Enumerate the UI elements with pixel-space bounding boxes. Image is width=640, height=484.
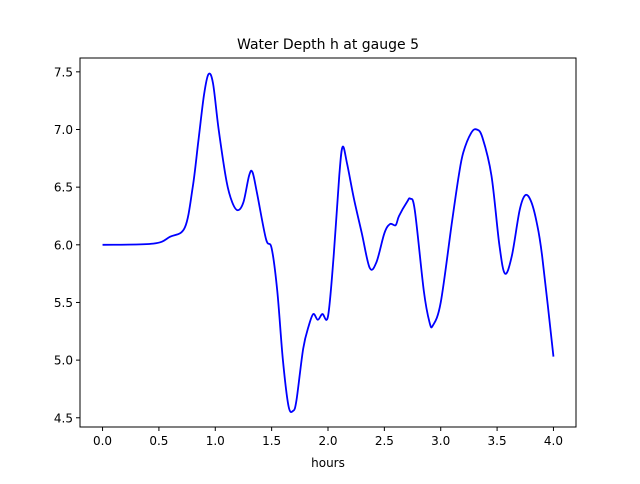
x-tick-label: 1.0 [206, 434, 225, 448]
x-tick-label: 0.0 [93, 434, 112, 448]
y-tick-label: 4.5 [54, 411, 73, 425]
x-tick-label: 2.5 [375, 434, 394, 448]
axes-frame [79, 57, 577, 428]
x-tick-label: 3.0 [431, 434, 450, 448]
x-tick-label: 3.5 [488, 434, 507, 448]
x-tick-label: 4.0 [544, 434, 563, 448]
y-tick-label: 7.5 [54, 65, 73, 79]
x-tick-label: 0.5 [149, 434, 168, 448]
y-tick-label: 6.5 [54, 181, 73, 195]
series-line-h [102, 72, 555, 413]
y-tick-label: 5.5 [54, 296, 73, 310]
x-tick-label: 2.0 [318, 434, 337, 448]
y-tick-label: 6.0 [54, 238, 73, 252]
x-tick-label: 1.5 [262, 434, 281, 448]
x-axis-label: hours [311, 456, 345, 470]
y-tick-label: 5.0 [54, 354, 73, 368]
y-tick-label: 7.0 [54, 123, 73, 137]
chart-title: Water Depth h at gauge 5 [237, 37, 419, 53]
